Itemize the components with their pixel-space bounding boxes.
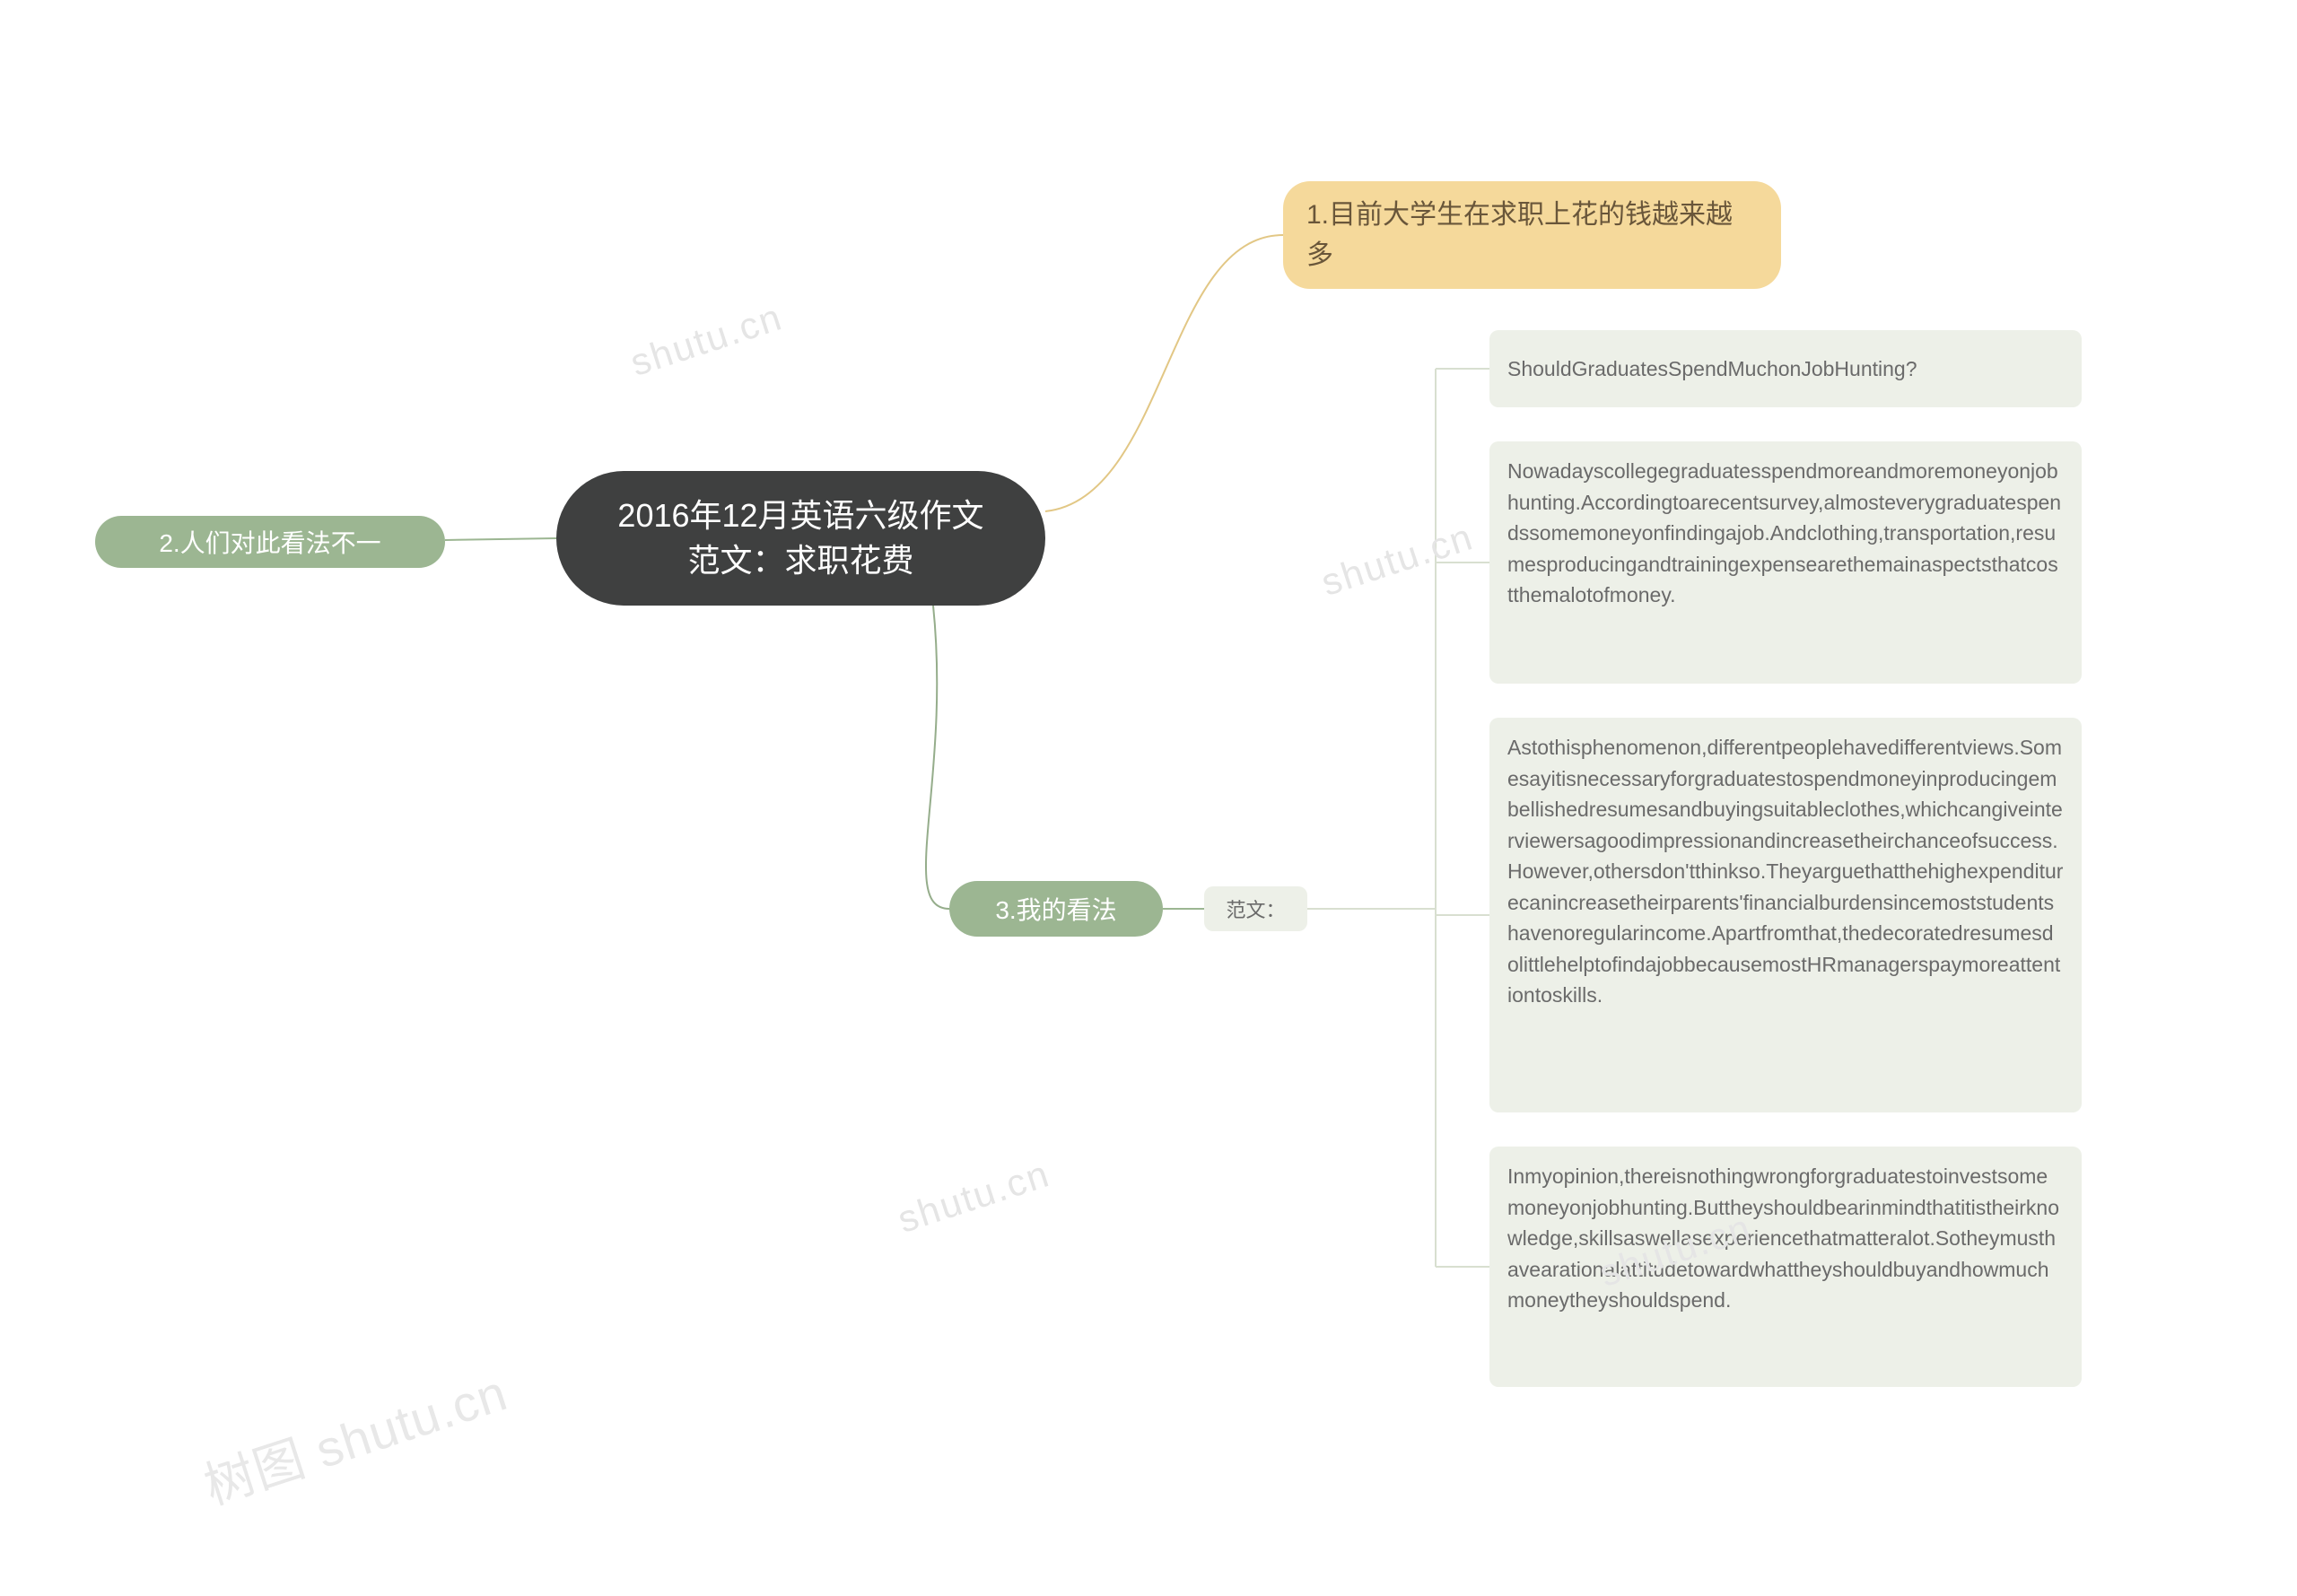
branch-2-node[interactable]: 2.人们对此看法不一 — [95, 516, 445, 568]
watermark: shutu.cn — [893, 1152, 1055, 1242]
watermark: shutu.cn — [625, 295, 788, 385]
watermark: shutu.cn — [1316, 515, 1479, 605]
leaf-4-text: Inmyopinion,thereisnothingwrongforgradua… — [1507, 1161, 2064, 1316]
connector-r2 — [926, 606, 949, 909]
leaf-3[interactable]: Astothisphenomenon,differentpeoplehavedi… — [1489, 718, 2082, 1112]
leaf-1[interactable]: ShouldGraduatesSpendMuchonJobHunting? — [1489, 330, 2082, 407]
branch-3-node[interactable]: 3.我的看法 — [949, 881, 1163, 937]
branch-1-label: 1.目前大学生在求职上花的钱越来越多 — [1306, 195, 1758, 275]
center-node-label: 2016年12月英语六级作文 范文：求职花费 — [617, 493, 983, 584]
branch-1-node[interactable]: 1.目前大学生在求职上花的钱越来越多 — [1283, 181, 1781, 289]
branch-3-label: 3.我的看法 — [995, 891, 1116, 927]
leaf-4[interactable]: Inmyopinion,thereisnothingwrongforgradua… — [1489, 1147, 2082, 1387]
connector-r1 — [1045, 235, 1283, 511]
center-node[interactable]: 2016年12月英语六级作文 范文：求职花费 — [556, 471, 1045, 606]
leaf-3-text: Astothisphenomenon,differentpeoplehavedi… — [1507, 732, 2064, 1011]
connector-left — [445, 538, 556, 540]
leaf-1-text: ShouldGraduatesSpendMuchonJobHunting? — [1507, 353, 1917, 385]
leaf-2[interactable]: Nowadayscollegegraduatesspendmoreandmore… — [1489, 441, 2082, 684]
fanwen-label-node[interactable]: 范文： — [1204, 886, 1307, 931]
branch-2-label: 2.人们对此看法不一 — [159, 524, 380, 560]
fanwen-label: 范文： — [1226, 894, 1285, 923]
leaf-2-text: Nowadayscollegegraduatesspendmoreandmore… — [1507, 456, 2064, 611]
watermark: 树图 shutu.cn — [194, 1353, 515, 1519]
